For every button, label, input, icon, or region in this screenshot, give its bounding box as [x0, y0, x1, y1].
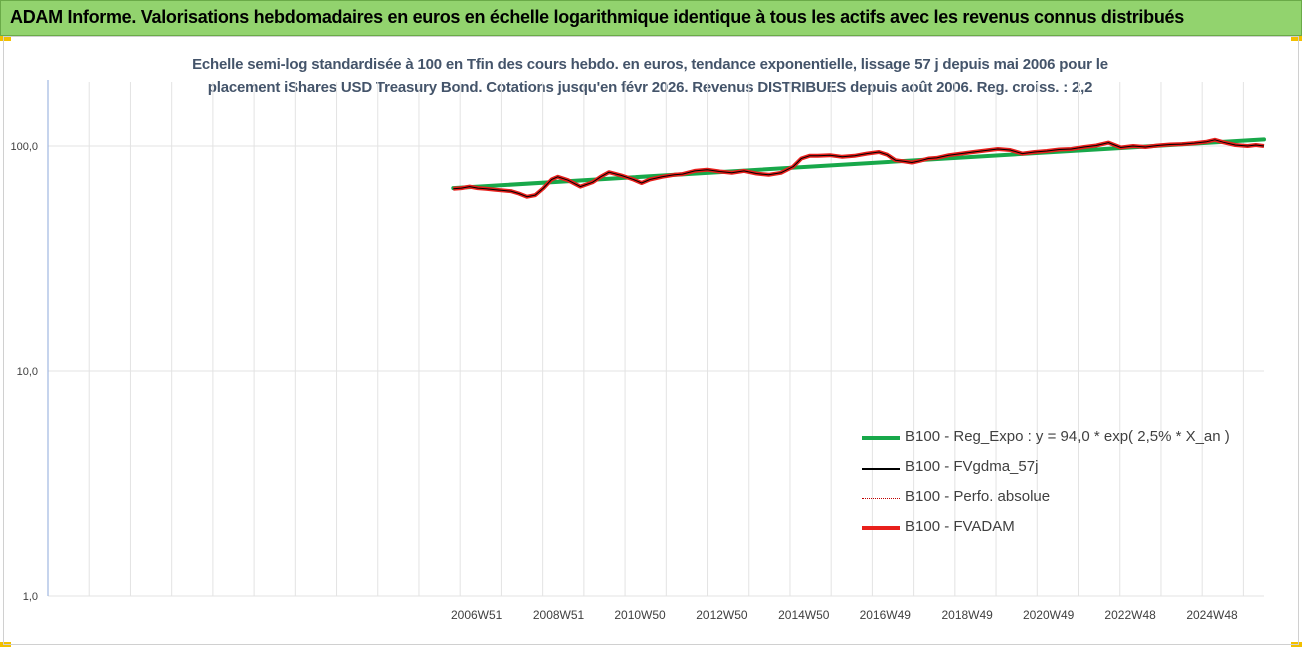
- legend-item-regression: B100 - Reg_Expo : y = 94,0 * exp( 2,5% *…: [862, 426, 1262, 456]
- legend-swatch-fvadam: [862, 526, 900, 530]
- x-tick-label: 2006W51: [451, 608, 503, 622]
- legend-label-perfo: B100 - Perfo. absolue: [905, 488, 1051, 505]
- chart-frame: [3, 36, 1299, 645]
- corner-marker-top-left: [0, 36, 11, 41]
- x-tick-label: 2012W50: [696, 608, 748, 622]
- y-tick-label: 1,0: [23, 591, 38, 603]
- y-tick-label: 100,0: [10, 141, 38, 153]
- corner-marker-top-right: [1291, 36, 1302, 41]
- x-tick-label: 2020W49: [1023, 608, 1075, 622]
- legend-label-fvgdma: B100 - FVgdma_57j: [905, 458, 1039, 475]
- legend-label-fvadam: B100 - FVADAM: [905, 518, 1015, 535]
- page-title: ADAM Informe. Valorisations hebdomadaire…: [10, 7, 1184, 27]
- x-tick-label: 2016W49: [860, 608, 912, 622]
- header-banner: ADAM Informe. Valorisations hebdomadaire…: [0, 0, 1302, 36]
- x-tick-label: 2018W49: [941, 608, 993, 622]
- x-tick-label: 2010W50: [614, 608, 666, 622]
- legend-item-fvgdma: B100 - FVgdma_57j: [862, 456, 1262, 486]
- x-tick-label: 2014W50: [778, 608, 830, 622]
- legend-swatch-fvgdma: [862, 468, 900, 470]
- legend-swatch-regression: [862, 436, 900, 440]
- legend-item-fvadam: B100 - FVADAM: [862, 516, 1262, 546]
- legend-label-regression: B100 - Reg_Expo : y = 94,0 * exp( 2,5% *…: [905, 428, 1230, 445]
- x-tick-label: 2024W48: [1186, 608, 1238, 622]
- x-tick-label: 2022W48: [1104, 608, 1156, 622]
- chart-legend: B100 - Reg_Expo : y = 94,0 * exp( 2,5% *…: [862, 426, 1262, 546]
- chart-subtitle: Echelle semi-log standardisée à 100 en T…: [100, 53, 1200, 99]
- chart-subtitle-line-1: Echelle semi-log standardisée à 100 en T…: [192, 56, 1108, 73]
- series-line-fvadam: [453, 137, 1265, 199]
- legend-item-perfo: B100 - Perfo. absolue: [862, 486, 1262, 516]
- x-tick-label: 2008W51: [533, 608, 585, 622]
- chart-subtitle-line-2: placement iShares USD Treasury Bond. Cot…: [207, 79, 1093, 96]
- legend-swatch-perfo: [862, 498, 900, 499]
- series-line-fvgdma: [453, 139, 1265, 198]
- y-tick-label: 10,0: [17, 366, 38, 378]
